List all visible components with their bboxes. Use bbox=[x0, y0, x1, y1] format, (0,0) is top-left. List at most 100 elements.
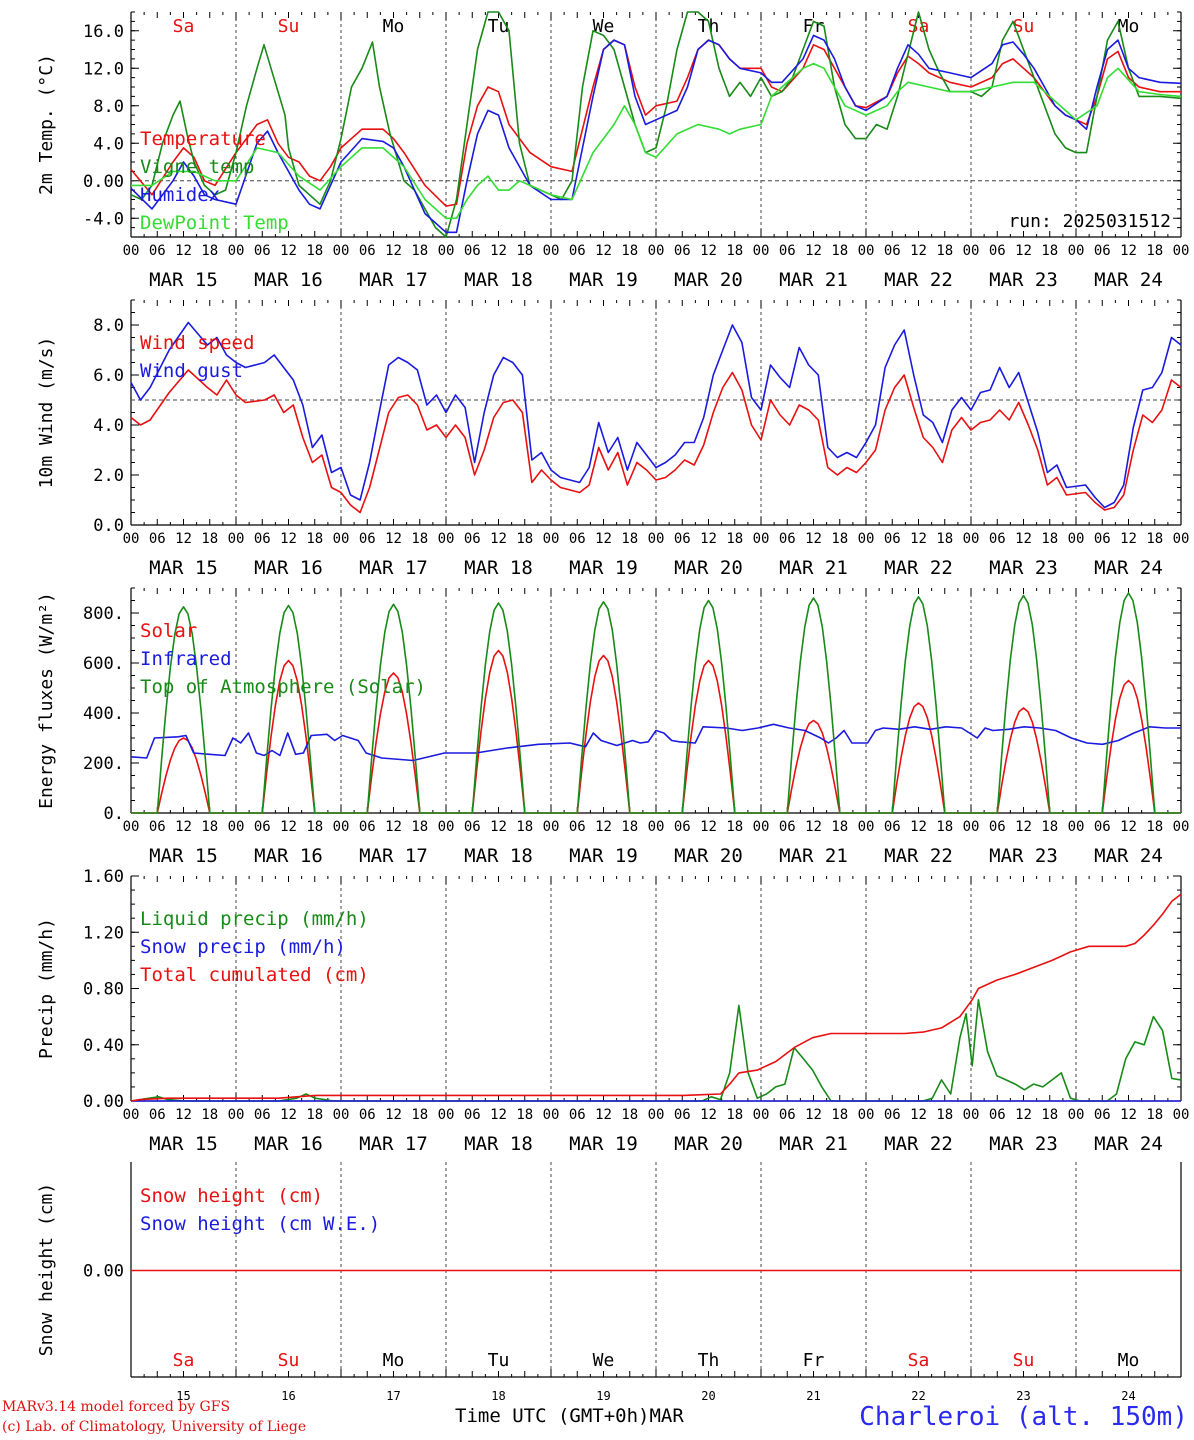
hour-label: 18 bbox=[1041, 819, 1058, 835]
hour-label: 18 bbox=[621, 243, 638, 259]
hour-label: 18 bbox=[516, 1107, 533, 1123]
hour-label: 18 bbox=[201, 819, 218, 835]
weekday-label: Mo bbox=[1118, 1350, 1140, 1371]
hour-label: 00 bbox=[753, 243, 770, 259]
hour-label: 00 bbox=[753, 819, 770, 835]
hour-label: 06 bbox=[779, 819, 796, 835]
hour-label: 00 bbox=[963, 1107, 980, 1123]
legend-entry: Total cumulated (cm) bbox=[140, 964, 369, 986]
hour-label: 06 bbox=[779, 243, 796, 259]
y-tick-label: 1.60 bbox=[83, 867, 124, 887]
hour-label: 12 bbox=[1015, 243, 1032, 259]
y-tick-label: 8.0 bbox=[93, 97, 124, 117]
day-label: MAR 19 bbox=[569, 1133, 638, 1155]
hour-label: 06 bbox=[359, 819, 376, 835]
hour-label: 18 bbox=[621, 819, 638, 835]
hour-label: 00 bbox=[228, 1107, 245, 1123]
y-axis-label: Energy fluxes (W/m²) bbox=[36, 592, 57, 809]
day-number: 15 bbox=[176, 1389, 190, 1403]
hour-label: 06 bbox=[989, 531, 1006, 547]
hour-label: 00 bbox=[1068, 531, 1085, 547]
hour-label: 12 bbox=[490, 531, 507, 547]
hour-label: 12 bbox=[175, 531, 192, 547]
series-line-dewpoint-temp bbox=[131, 62, 1182, 220]
hour-label: 12 bbox=[805, 243, 822, 259]
hour-label: 00 bbox=[1173, 819, 1190, 835]
hour-label: 18 bbox=[1041, 1107, 1058, 1123]
hour-label: 00 bbox=[858, 243, 875, 259]
hour-label: 18 bbox=[936, 243, 953, 259]
day-label: MAR 15 bbox=[149, 845, 218, 867]
day-label: MAR 24 bbox=[1094, 1133, 1163, 1155]
hour-label: 12 bbox=[700, 531, 717, 547]
y-tick-label: 400. bbox=[83, 704, 124, 724]
hour-label: 00 bbox=[438, 819, 455, 835]
hour-label: 00 bbox=[333, 819, 350, 835]
weekday-label: Sa bbox=[173, 1350, 195, 1371]
legend-entry: Snow height (cm W.E.) bbox=[140, 1213, 380, 1235]
hour-label: 06 bbox=[569, 531, 586, 547]
hour-label: 06 bbox=[359, 1107, 376, 1123]
hour-label: 00 bbox=[963, 243, 980, 259]
y-tick-label: 0.0 bbox=[93, 516, 124, 536]
y-tick-label: 0.00 bbox=[83, 172, 124, 192]
series-line-vigne-temp bbox=[130, 11, 1182, 238]
hour-label: 06 bbox=[989, 819, 1006, 835]
y-tick-label: 0. bbox=[104, 804, 124, 824]
weekday-label: Mo bbox=[1118, 16, 1140, 37]
y-axis-label: Precip (mm/h) bbox=[36, 918, 57, 1059]
hour-label: 18 bbox=[411, 1107, 428, 1123]
day-label: MAR 17 bbox=[359, 557, 428, 579]
legend-entry: Snow height (cm) bbox=[140, 1185, 323, 1207]
day-label: MAR 16 bbox=[254, 269, 323, 291]
hour-label: 00 bbox=[1173, 1107, 1190, 1123]
hour-label: 00 bbox=[543, 531, 560, 547]
day-number: 23 bbox=[1016, 1389, 1030, 1403]
hour-label: 00 bbox=[123, 819, 140, 835]
legend-entry: Wind gust bbox=[140, 360, 243, 382]
day-number: 24 bbox=[1121, 1389, 1135, 1403]
weekday-label: Fr bbox=[803, 16, 825, 37]
legend-entry: Liquid precip (mm/h) bbox=[140, 908, 369, 930]
hour-label: 12 bbox=[1120, 243, 1137, 259]
hour-label: 12 bbox=[700, 1107, 717, 1123]
hour-label: 12 bbox=[490, 1107, 507, 1123]
y-axis-label: 2m Temp. (°C) bbox=[36, 54, 57, 195]
weekday-label: Sa bbox=[908, 1350, 930, 1371]
hour-label: 18 bbox=[411, 243, 428, 259]
hour-label: 06 bbox=[1094, 531, 1111, 547]
hour-label: 00 bbox=[333, 1107, 350, 1123]
hour-label: 06 bbox=[569, 243, 586, 259]
hour-label: 06 bbox=[254, 819, 271, 835]
hour-label: 18 bbox=[201, 1107, 218, 1123]
hour-label: 00 bbox=[1173, 531, 1190, 547]
legend-entry: Solar bbox=[140, 620, 197, 642]
hour-label: 06 bbox=[254, 531, 271, 547]
series-line-total-cumulated-cm- bbox=[130, 893, 1182, 1102]
hour-label: 00 bbox=[333, 531, 350, 547]
day-label: MAR 19 bbox=[569, 845, 638, 867]
hour-label: 18 bbox=[726, 243, 743, 259]
day-number: 18 bbox=[491, 1389, 505, 1403]
day-label: MAR 24 bbox=[1094, 845, 1163, 867]
weekday-label: Su bbox=[1013, 1350, 1035, 1371]
hour-label: 12 bbox=[910, 1107, 927, 1123]
hour-label: 18 bbox=[936, 1107, 953, 1123]
day-label: MAR 18 bbox=[464, 845, 533, 867]
series-line-wind-gust bbox=[130, 321, 1182, 509]
day-label: MAR 23 bbox=[989, 557, 1058, 579]
day-number: 21 bbox=[806, 1389, 820, 1403]
hour-label: 18 bbox=[201, 243, 218, 259]
hour-label: 18 bbox=[831, 1107, 848, 1123]
hour-label: 06 bbox=[254, 1107, 271, 1123]
hour-label: 12 bbox=[1120, 1107, 1137, 1123]
day-label: MAR 20 bbox=[674, 557, 743, 579]
day-label: MAR 22 bbox=[884, 1133, 953, 1155]
hour-label: 00 bbox=[963, 531, 980, 547]
legend-entry: Wind speed bbox=[140, 332, 254, 354]
day-number: 22 bbox=[911, 1389, 925, 1403]
hour-label: 06 bbox=[989, 1107, 1006, 1123]
hour-label: 00 bbox=[123, 1107, 140, 1123]
series-line-top-of-atmosphere-solar- bbox=[131, 592, 1181, 814]
